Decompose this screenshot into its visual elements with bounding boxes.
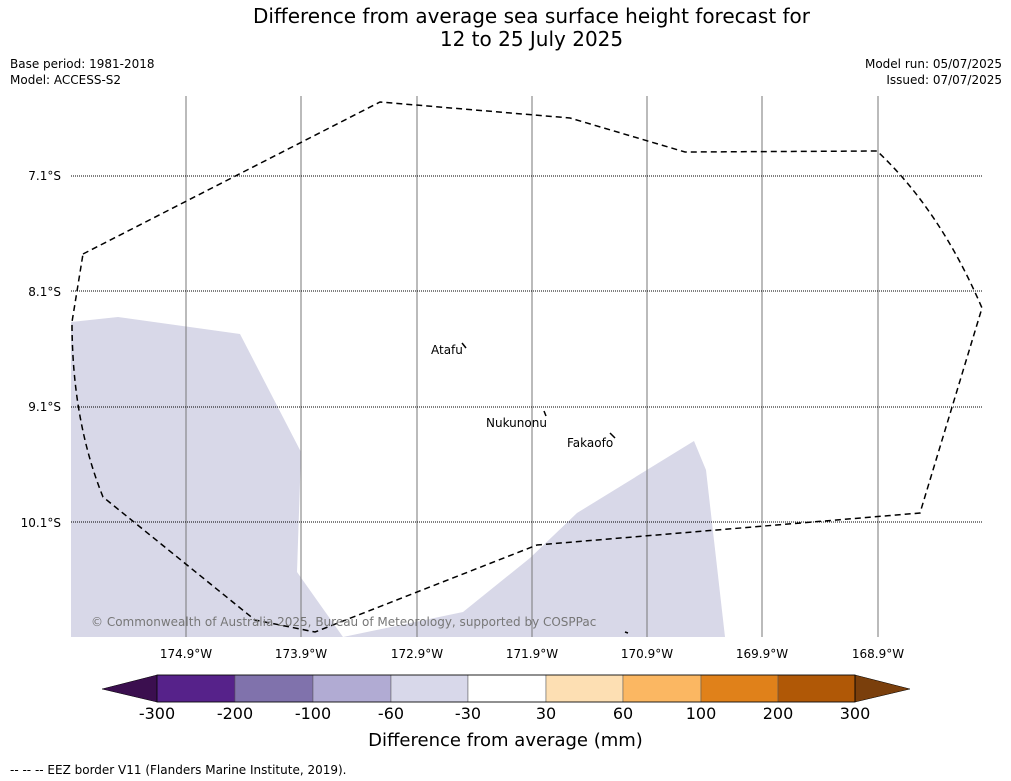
colorbar-tick: 300 bbox=[839, 704, 871, 723]
place-label-fakaofo: Fakaofo bbox=[567, 436, 613, 450]
colorbar-segment bbox=[545, 674, 624, 703]
colorbar-tick-labels: -300 -200 -100 -60 -30 30 60 100 200 300 bbox=[0, 704, 1011, 724]
lon-label: 168.9°W bbox=[852, 647, 904, 661]
title-line-2: 12 to 25 July 2025 bbox=[439, 27, 624, 51]
islands bbox=[461, 342, 629, 634]
colorbar-tick: 30 bbox=[535, 704, 557, 723]
lon-label: 170.9°W bbox=[621, 647, 673, 661]
colorbar-arrow-high bbox=[854, 674, 911, 703]
copyright-notice: © Commonwealth of Australia 2025, Bureau… bbox=[91, 615, 596, 629]
lon-label: 171.9°W bbox=[506, 647, 558, 661]
colorbar-tick: 100 bbox=[685, 704, 717, 723]
lon-label: 169.9°W bbox=[736, 647, 788, 661]
colorbar-segment bbox=[312, 674, 392, 703]
anomaly-shading bbox=[71, 317, 725, 637]
negative-anomaly-region-west bbox=[71, 317, 343, 637]
colorbar-outline bbox=[156, 674, 856, 703]
colorbar-segment bbox=[777, 674, 856, 703]
colorbar-segment bbox=[700, 674, 779, 703]
eez-border bbox=[71, 101, 983, 633]
model-name: Model: ACCESS-S2 bbox=[10, 73, 122, 87]
colorbar-tick: -100 bbox=[294, 704, 332, 723]
island-nukunonu bbox=[543, 410, 547, 417]
island-swains bbox=[624, 631, 629, 634]
colorbar-tick: -60 bbox=[377, 704, 405, 723]
place-label-atafu: Atafu bbox=[431, 343, 463, 357]
colorbar-tick: -300 bbox=[138, 704, 176, 723]
negative-anomaly-region-south bbox=[343, 441, 725, 637]
colorbar-segment bbox=[156, 674, 236, 703]
map-title: Difference from average sea surface heig… bbox=[0, 5, 1011, 51]
base-period: Base period: 1981-2018 bbox=[10, 57, 155, 71]
issued-date: Issued: 07/07/2025 bbox=[886, 73, 1002, 87]
place-label-nukunonu: Nukunonu bbox=[486, 416, 547, 430]
title-line-1: Difference from average sea surface heig… bbox=[252, 4, 811, 28]
lon-label: 174.9°W bbox=[160, 647, 212, 661]
colorbar-tick: 200 bbox=[762, 704, 794, 723]
colorbar-segment bbox=[234, 674, 314, 703]
island-fakaofo bbox=[609, 432, 616, 439]
colorbar-segment bbox=[390, 674, 469, 703]
eez-legend: -- -- -- EEZ border V11 (Flanders Marine… bbox=[10, 763, 347, 777]
colorbar bbox=[101, 674, 911, 703]
meta-right: Model run: 05/07/2025 Issued: 07/07/2025 bbox=[865, 56, 1002, 88]
lon-label: 172.9°W bbox=[391, 647, 443, 661]
colorbar-tick: -200 bbox=[216, 704, 254, 723]
colorbar-segment bbox=[622, 674, 702, 703]
island-atafu bbox=[461, 342, 467, 349]
colorbar-arrow-low bbox=[101, 674, 158, 703]
colorbar-segment bbox=[467, 674, 547, 703]
lon-label: 173.9°W bbox=[275, 647, 327, 661]
lat-label: 8.1°S bbox=[28, 285, 61, 299]
meta-left: Base period: 1981-2018 Model: ACCESS-S2 bbox=[10, 56, 155, 88]
colorbar-tick: 60 bbox=[612, 704, 634, 723]
lat-label: 9.1°S bbox=[28, 400, 61, 414]
colorbar-title: Difference from average (mm) bbox=[368, 730, 643, 751]
lat-label: 7.1°S bbox=[28, 169, 61, 183]
colorbar-tick: -30 bbox=[454, 704, 482, 723]
lat-label: 10.1°S bbox=[21, 516, 61, 530]
model-run: Model run: 05/07/2025 bbox=[864, 57, 1002, 71]
